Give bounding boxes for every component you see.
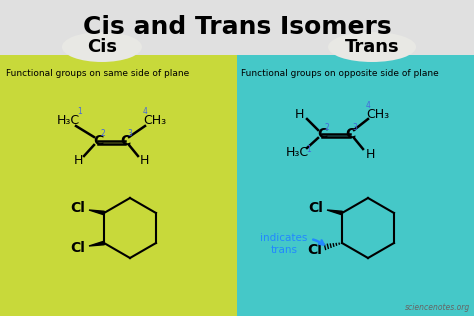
Text: C: C (93, 134, 103, 148)
Text: Functional groups on opposite side of plane: Functional groups on opposite side of pl… (241, 69, 439, 77)
Text: indicates
trans: indicates trans (260, 233, 324, 255)
Text: Cis: Cis (87, 38, 117, 56)
Text: H₃C: H₃C (285, 147, 309, 160)
Text: 3: 3 (128, 130, 132, 138)
Text: 1: 1 (307, 145, 311, 155)
Text: C: C (120, 134, 130, 148)
Text: H: H (139, 155, 149, 167)
Text: CH₃: CH₃ (144, 114, 166, 127)
Text: H: H (73, 155, 82, 167)
Text: Trans: Trans (345, 38, 400, 56)
Polygon shape (89, 210, 104, 215)
Text: 1: 1 (78, 107, 82, 117)
Text: 4: 4 (365, 100, 371, 110)
Text: 2: 2 (100, 130, 105, 138)
Text: H₃C: H₃C (56, 114, 80, 127)
Text: CH₃: CH₃ (366, 107, 390, 120)
Bar (0, 55, 237, 316)
Text: Functional groups on same side of plane: Functional groups on same side of plane (6, 69, 189, 77)
Text: Cl: Cl (71, 201, 85, 215)
Ellipse shape (328, 32, 416, 62)
Text: C: C (317, 127, 327, 141)
Polygon shape (327, 210, 342, 215)
Text: 2: 2 (325, 123, 329, 131)
Bar (0, 0, 474, 55)
Polygon shape (89, 241, 104, 246)
Text: 4: 4 (143, 107, 147, 117)
Text: Cis and Trans Isomers: Cis and Trans Isomers (82, 15, 392, 40)
Bar (237, 55, 474, 316)
Text: H: H (365, 148, 374, 161)
Text: Cl: Cl (308, 243, 322, 257)
Text: Cl: Cl (309, 201, 323, 215)
Text: H: H (294, 107, 304, 120)
Text: 3: 3 (353, 123, 357, 131)
Text: C: C (345, 127, 355, 141)
Text: sciencenotes.org: sciencenotes.org (405, 303, 470, 312)
Text: Cl: Cl (71, 241, 85, 255)
Ellipse shape (62, 32, 142, 62)
